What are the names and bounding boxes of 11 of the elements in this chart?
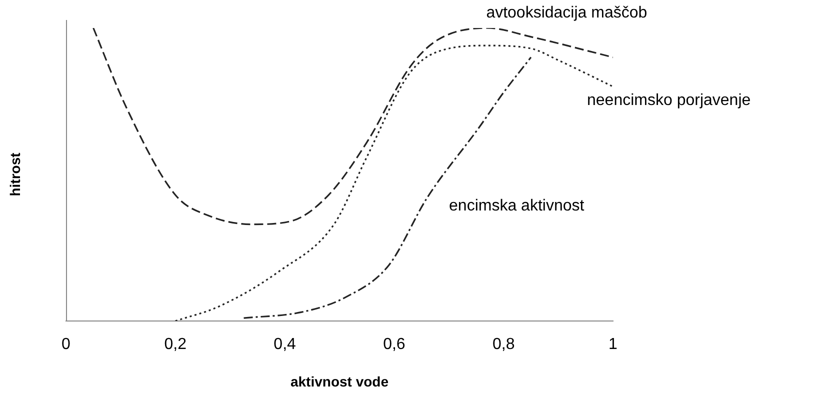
series-label: encimska aktivnost <box>449 197 585 214</box>
x-tick-label: 0,8 <box>492 336 515 354</box>
series-label: neencimsko porjavenje <box>587 92 751 110</box>
x-tick-label: 0,4 <box>274 336 296 354</box>
series-label: avtooksidacija maščob <box>486 4 648 22</box>
x-tick-label: 1 <box>608 336 618 354</box>
x-axis-title: aktivnost vode <box>290 373 389 390</box>
x-tick-label: 0,2 <box>164 336 187 354</box>
x-tick-label: 0 <box>62 336 71 354</box>
y-axis-title: hitrost <box>6 152 23 196</box>
x-tick-label: 0,6 <box>383 336 406 354</box>
